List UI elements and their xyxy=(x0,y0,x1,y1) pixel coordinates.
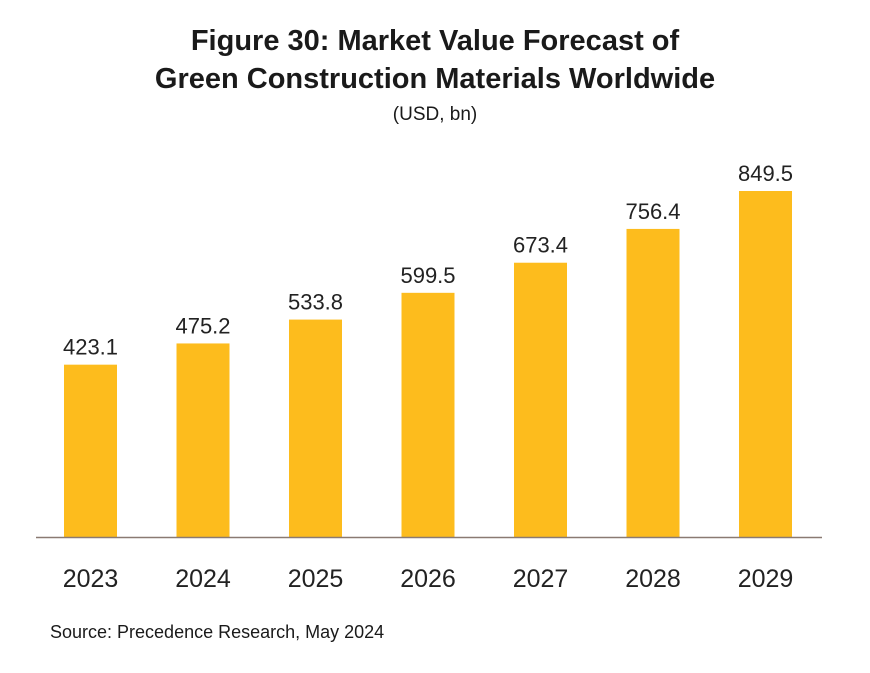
bars-group xyxy=(64,191,792,537)
x-tick-label-2029: 2029 xyxy=(738,565,794,593)
value-label-2024: 475.2 xyxy=(175,313,230,338)
x-tick-label-2027: 2027 xyxy=(513,565,569,593)
x-tick-label-2024: 2024 xyxy=(175,565,231,593)
bar-2026 xyxy=(401,292,455,537)
value-labels-group: 423.1 475.2 533.8 599.5 673.4 756.4 849.5 xyxy=(63,161,793,360)
bar-2025 xyxy=(289,319,342,537)
chart-title-line-2: Green Construction Materials Worldwide xyxy=(154,63,716,95)
x-tick-label-2028: 2028 xyxy=(625,565,681,593)
value-label-2028: 756.4 xyxy=(625,199,680,224)
chart-title: Figure 30: Market Value Forecast of Gree… xyxy=(0,22,870,98)
x-tick-label-2026: 2026 xyxy=(400,565,456,593)
x-tick-labels-group: 2023 2024 2025 2026 2027 2028 2029 xyxy=(63,565,794,593)
value-label-2027: 673.4 xyxy=(513,233,568,258)
chart-title-line-1: Figure 30: Market Value Forecast of xyxy=(190,25,680,57)
x-tick-label-2023: 2023 xyxy=(63,565,119,593)
value-label-2026: 599.5 xyxy=(400,263,455,288)
value-label-2029: 849.5 xyxy=(738,161,793,186)
source-note: Source: Precedence Research, May 2024 xyxy=(50,622,385,642)
bar-2028 xyxy=(626,228,680,537)
value-label-2023: 423.1 xyxy=(63,335,118,360)
bar-2024 xyxy=(176,343,230,537)
x-tick-label-2025: 2025 xyxy=(288,565,344,593)
chart-subtitle: (USD, bn) xyxy=(392,104,478,125)
bar-2029 xyxy=(739,191,792,537)
bar-2023 xyxy=(64,364,117,537)
bar-2027 xyxy=(514,262,567,537)
value-label-2025: 533.8 xyxy=(288,290,343,315)
